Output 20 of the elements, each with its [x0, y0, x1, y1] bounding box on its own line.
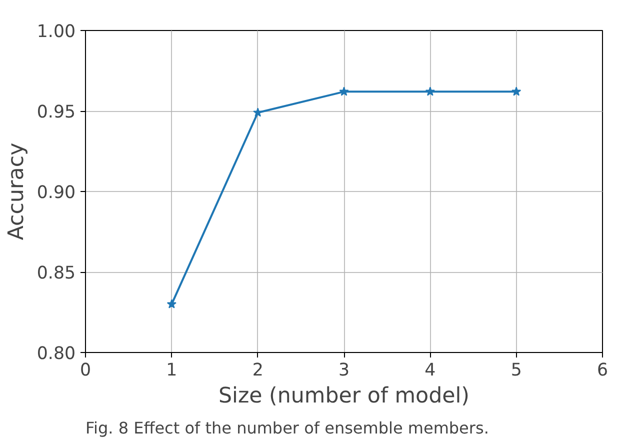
y-tick-label: 0.90 [36, 183, 76, 203]
y-tick-label: 0.95 [36, 102, 76, 122]
x-tick-label: 4 [424, 360, 436, 380]
y-tick-label: 0.80 [36, 344, 76, 364]
x-tick-label: 2 [252, 360, 264, 380]
point [512, 86, 522, 96]
point [425, 86, 435, 96]
x-tick-label: 6 [596, 360, 608, 380]
y-axis-title: Accuracy [4, 142, 29, 240]
point [166, 299, 176, 308]
x-axis-title: Size (number of model) [218, 384, 470, 408]
x-tick-label: 3 [338, 360, 350, 380]
caption: Fig. 8 Effect of the number of ensemble members. [86, 418, 489, 438]
point [339, 86, 349, 96]
x-tick-label: 0 [80, 360, 92, 380]
x-tick-label: 5 [510, 360, 522, 380]
y-tick-label: 1.00 [36, 22, 76, 42]
y-tick-label: 0.85 [36, 264, 76, 284]
point [253, 108, 263, 117]
x-tick-label: 1 [166, 360, 178, 380]
